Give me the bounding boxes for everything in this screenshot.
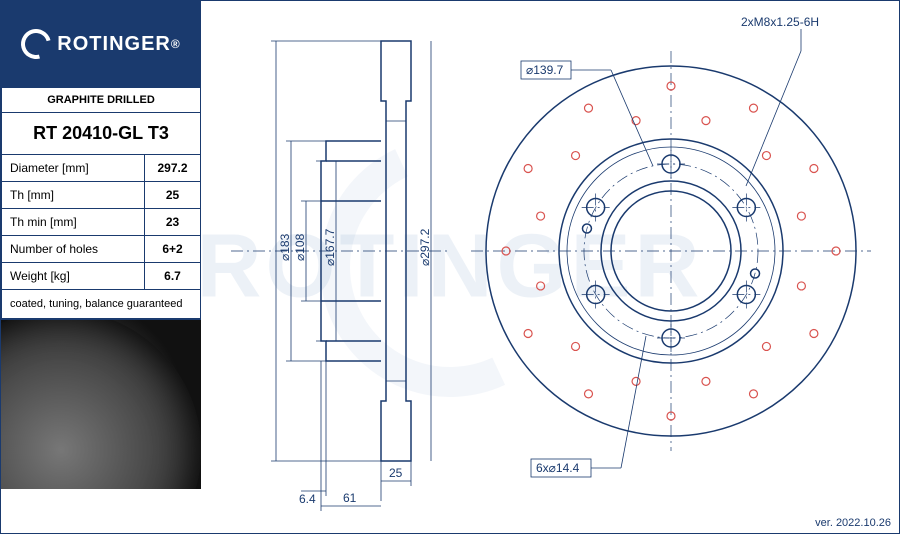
product-subtitle: GRAPHITE DRILLED [2, 88, 201, 113]
drill-hole [572, 152, 580, 160]
dim-dia-183: ⌀183 [278, 233, 292, 261]
drill-hole [762, 152, 770, 160]
drill-hole [524, 330, 532, 338]
product-photo [1, 319, 201, 489]
drill-hole [585, 104, 593, 112]
spec-value: 6.7 [145, 263, 201, 290]
callout-thread: 2xM8x1.25-6H [741, 15, 819, 186]
spec-label: Number of holes [2, 236, 145, 263]
drill-hole [750, 390, 758, 398]
spec-label: Th min [mm] [2, 209, 145, 236]
svg-text:6x⌀14.4: 6x⌀14.4 [536, 461, 580, 475]
registered-mark: ® [171, 37, 181, 51]
version-label: ver. 2022.10.26 [815, 517, 891, 529]
dim-thickness: 25 [389, 466, 403, 480]
drill-hole [810, 330, 818, 338]
drill-hole [797, 212, 805, 220]
table-row: Th [mm]25 [2, 182, 201, 209]
sidebar: ROTINGER® GRAPHITE DRILLED RT 20410-GL T… [1, 1, 201, 535]
drill-hole [572, 342, 580, 350]
drill-hole [585, 390, 593, 398]
technical-drawing: ⌀183 ⌀108 ⌀167.7 ⌀297.2 25 61 6.4 [201, 1, 900, 535]
callout-bolt-circle: ⌀139.7 [521, 61, 653, 166]
drill-hole [537, 212, 545, 220]
spec-value: 297.2 [145, 155, 201, 182]
part-number: RT 20410-GL T3 [2, 113, 201, 155]
dim-dia-outer: ⌀297.2 [418, 228, 432, 266]
drill-hole [702, 117, 710, 125]
brand-name: ROTINGER [57, 33, 171, 56]
dim-hub-depth: 61 [343, 491, 357, 505]
front-view [471, 51, 871, 451]
drill-hole [537, 282, 545, 290]
callout-bolt-holes: 6x⌀14.4 [531, 336, 646, 477]
drill-hole [797, 282, 805, 290]
dim-flange: 6.4 [299, 492, 316, 506]
drill-hole [762, 342, 770, 350]
svg-text:2xM8x1.25-6H: 2xM8x1.25-6H [741, 15, 819, 29]
table-row: Weight [kg]6.7 [2, 263, 201, 290]
dim-dia-108: ⌀108 [293, 233, 307, 261]
brand-logo: ROTINGER® [1, 1, 201, 87]
side-view: ⌀183 ⌀108 ⌀167.7 ⌀297.2 25 61 6.4 [231, 41, 451, 511]
dim-dia-1677: ⌀167.7 [323, 228, 337, 266]
drill-hole [524, 165, 532, 173]
spec-label: Weight [kg] [2, 263, 145, 290]
spec-value: 23 [145, 209, 201, 236]
drill-hole [702, 377, 710, 385]
spec-value: 25 [145, 182, 201, 209]
table-row: Number of holes6+2 [2, 236, 201, 263]
table-row: Th min [mm]23 [2, 209, 201, 236]
spec-value: 6+2 [145, 236, 201, 263]
drill-hole [632, 377, 640, 385]
table-row: Diameter [mm]297.2 [2, 155, 201, 182]
spec-label: Th [mm] [2, 182, 145, 209]
spec-note: coated, tuning, balance guaranteed [2, 290, 201, 319]
spec-label: Diameter [mm] [2, 155, 145, 182]
drill-hole [810, 165, 818, 173]
logo-ring-icon [16, 24, 57, 65]
drawing-svg: ⌀183 ⌀108 ⌀167.7 ⌀297.2 25 61 6.4 [201, 1, 900, 535]
drill-hole [750, 104, 758, 112]
svg-text:⌀139.7: ⌀139.7 [526, 63, 564, 77]
spec-table: GRAPHITE DRILLED RT 20410-GL T3 Diameter… [1, 87, 201, 319]
